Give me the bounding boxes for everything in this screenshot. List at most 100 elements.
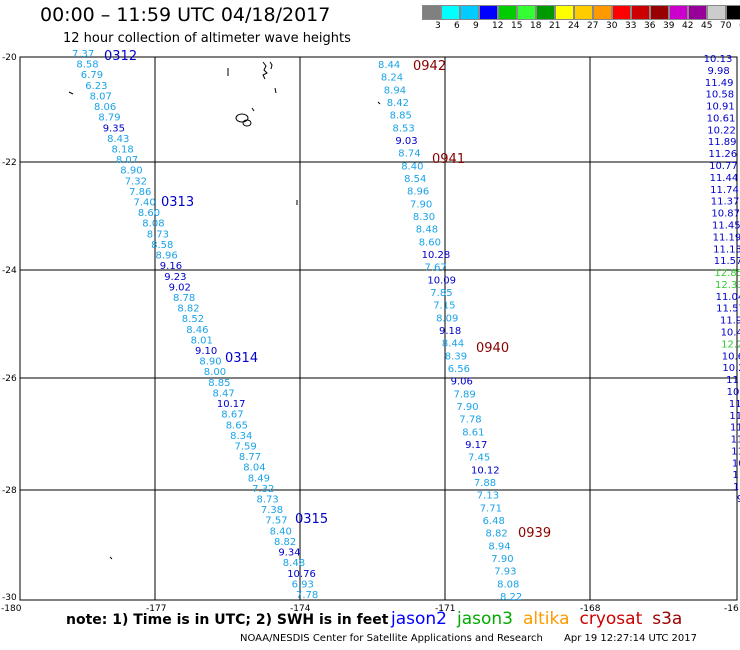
wave-height-value: 7.67 [425,263,447,274]
lon-label: -177 [146,604,166,614]
wave-height-value: 8.78 [173,293,195,304]
lat-label: -24 [2,266,17,276]
wave-height-value: 8.73 [147,229,169,240]
wave-height-value: 8.85 [390,111,412,122]
wave-height-value: 8.18 [112,145,134,156]
lon-label: -16 [724,604,739,614]
wave-height-value: 7.85 [430,288,452,299]
color-scale-label: 6 [454,21,460,31]
longitude-labels: -180 -177 -174 -171 -168 -16 [1,604,739,614]
wave-height-value: 8.61 [462,427,484,438]
color-scale-swatch [479,5,498,20]
pass-time-label: 0312 [104,49,137,64]
wave-height-value: 11. [726,375,740,386]
wave-height-value: 11.37 [711,197,740,208]
wave-height-value: 11.57 [714,256,740,267]
wave-height-value: 7.32 [252,484,274,495]
wave-height-value: 10.12 [471,465,500,476]
map-subtitle: 12 hour collection of altimeter wave hei… [63,31,351,46]
wave-height-value: 7.93 [494,567,516,578]
wave-height-value: 7.90 [491,554,513,565]
lon-label: -168 [580,604,601,614]
wave-height-value: 10.13 [704,54,733,65]
wave-height-value: 9.02 [169,282,191,293]
color-scale-swatch [726,5,740,20]
wave-height-value: 8.06 [94,102,116,113]
wave-height-value: 9 [737,494,740,505]
wave-height-value: 11.57 [716,304,740,315]
wave-height-value: 7.57 [265,516,287,527]
wave-height-value: 11.19 [713,232,740,243]
wave-height-value: 7.90 [410,199,432,210]
lat-label: -22 [2,158,17,168]
satellite-legend: jason2 jason3 altika cryosat s3a [391,609,692,629]
map-frame [19,56,738,601]
wave-height-value: 7.40 [134,198,156,209]
color-scale-label: 12 [492,21,504,31]
pass-time-label: 0315 [295,512,328,527]
wave-height-value: 11.44 [710,173,739,184]
grid [20,57,737,600]
wave-height-value: 8.73 [257,495,279,506]
wave-height-value: 8.00 [204,367,226,378]
wave-height-value: 8.22 [500,592,522,603]
color-scale-swatch [422,5,441,20]
lon-label: -171 [435,604,455,614]
wave-height-value: 8.09 [436,313,458,324]
wave-height-value: 10.77 [709,161,738,172]
pass-time-label: 0941 [432,152,465,167]
wave-height-value: 9.16 [160,261,182,272]
color-scale-swatch [669,5,688,20]
color-scale-label: 3 [435,21,441,31]
color-scale-swatch [536,5,555,20]
color-scale-label: 30 [606,21,618,31]
wave-height-value: 8.07 [90,91,112,102]
wave-height-value: 7.78 [296,590,318,601]
wave-height-value: 10 [733,482,740,493]
pass-time-label: 0939 [518,526,551,541]
wave-height-value: 12.2 [721,339,740,350]
wave-height-value: 10 [732,458,740,469]
wave-height-value: 8.94 [488,541,510,552]
wave-height-value: 9.03 [395,136,417,147]
wave-height-value: 11 [731,446,740,457]
satellite-legend-item: cryosat [579,609,643,629]
wave-height-value: 7.32 [125,176,147,187]
wave-height-value: 11.26 [708,149,737,160]
wave-height-value: 7.45 [468,453,490,464]
wave-height-value: 8.48 [416,225,438,236]
note-text: note: 1) Time is in UTC; 2) SWH is in fe… [66,612,389,628]
wave-height-value: 8.48 [283,558,305,569]
wave-height-value: 8.53 [393,123,415,134]
lat-label: -28 [2,486,17,496]
color-scale-label: 33 [625,21,637,31]
wave-height-value: 8.58 [76,60,98,71]
wave-height-value: 12.33 [715,280,740,291]
wave-height-value: 8.46 [186,325,208,336]
color-scale-label: 42 [682,21,694,31]
wave-height-value: 8.82 [486,529,508,540]
color-scale-label: 39 [663,21,675,31]
wave-height-value: 11.74 [710,185,739,196]
wave-height-value: 9.17 [465,440,487,451]
wave-height-value: 11 [730,423,740,434]
color-scale-label: 15 [511,21,523,31]
wave-height-value: 8.54 [404,174,426,185]
color-scale-swatch [593,5,612,20]
timestamp: Apr 19 12:27:14 UTC 2017 [564,633,697,644]
wave-height-value: 8.85 [208,378,230,389]
islands [68,61,381,560]
wave-height-value: 8.77 [239,452,261,463]
credit-text: NOAA/NESDIS Center for Satellite Applica… [240,633,543,644]
wave-height-value: 10.91 [706,102,735,113]
color-scale-swatch [612,5,631,20]
wave-height-value: 8.34 [230,431,252,442]
wave-height-value: 8.96 [407,187,429,198]
wave-height-value: 7.88 [474,478,496,489]
wave-height-value: 8.08 [497,579,519,590]
wave-height-value: 10.58 [705,90,734,101]
wave-height-value: 7.90 [456,402,478,413]
color-scale-swatch [555,5,574,20]
